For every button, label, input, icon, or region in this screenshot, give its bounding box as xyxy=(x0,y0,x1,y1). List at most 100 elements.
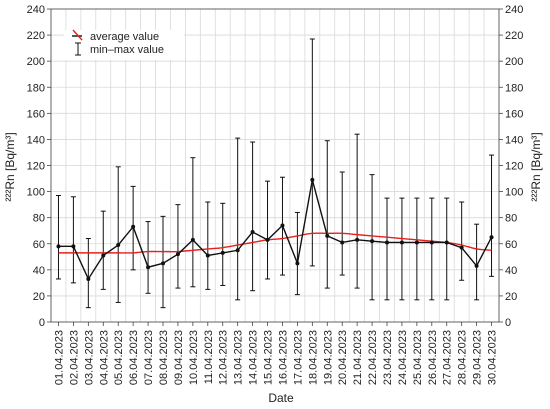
y-tick-label: 100 xyxy=(505,187,523,199)
x-tick-label: 03.04.2023 xyxy=(83,330,95,385)
x-tick-label: 18.04.2023 xyxy=(307,330,319,385)
average-point xyxy=(280,223,285,228)
average-point xyxy=(56,244,61,249)
average-point xyxy=(355,237,360,242)
y-tick-label: 200 xyxy=(505,56,523,68)
x-tick-label: 12.04.2023 xyxy=(218,330,230,385)
average-point xyxy=(414,240,419,245)
average-point xyxy=(131,224,136,229)
average-point xyxy=(235,248,240,253)
x-tick-label: 24.04.2023 xyxy=(397,330,409,385)
x-tick-label: 13.04.2023 xyxy=(233,330,245,385)
x-tick-label: 20.04.2023 xyxy=(337,330,349,385)
average-point xyxy=(310,177,315,182)
x-tick-label: 25.04.2023 xyxy=(412,330,424,385)
x-tick-label: 19.04.2023 xyxy=(322,330,334,385)
y-tick-label: 40 xyxy=(33,265,45,277)
legend: average value min–max value xyxy=(64,29,184,60)
average-point xyxy=(399,240,404,245)
average-point xyxy=(295,261,300,266)
y-tick-label: 20 xyxy=(33,291,45,303)
axes xyxy=(47,8,503,326)
average-point xyxy=(71,244,76,249)
average-point xyxy=(220,250,225,255)
y-tick-label: 240 xyxy=(27,4,45,16)
y-tick-label: 180 xyxy=(505,82,523,94)
x-tick-label: 28.04.2023 xyxy=(457,330,469,385)
x-tick-label: 29.04.2023 xyxy=(472,330,484,385)
x-tick-label: 07.04.2023 xyxy=(143,330,155,385)
y-tick-label: 240 xyxy=(505,4,523,16)
y-tick-label: 60 xyxy=(33,239,45,251)
y-tick-label: 100 xyxy=(27,187,45,199)
plot-frame xyxy=(50,8,500,323)
x-tick-label: 26.04.2023 xyxy=(427,330,439,385)
x-tick-label: 06.04.2023 xyxy=(128,330,140,385)
average-series xyxy=(56,177,494,281)
y-axis-left-ticks: 0 20 40 60 80 100 120 140 160 180 200 220 240 xyxy=(27,4,45,329)
average-point xyxy=(265,237,270,242)
y-tick-label: 220 xyxy=(505,30,523,42)
y-axis-right-ticks: 0 20 40 60 80 100 120 140 160 180 200 220 240 xyxy=(505,4,523,329)
x-tick-label: 17.04.2023 xyxy=(292,330,304,385)
legend-minmax-label: min–max value xyxy=(90,44,164,56)
x-tick-label: 11.04.2023 xyxy=(203,330,215,384)
y-tick-label: 0 xyxy=(39,317,45,329)
average-point xyxy=(385,240,389,245)
average-point xyxy=(146,265,151,270)
y-tick-label: 160 xyxy=(27,108,45,120)
x-tick-label: 30.04.2023 xyxy=(487,330,499,385)
legend-average-symbol-red xyxy=(72,29,83,41)
average-point xyxy=(205,253,210,258)
average-point xyxy=(190,237,195,242)
x-tick-label: 27.04.2023 xyxy=(442,330,454,385)
y-tick-label: 120 xyxy=(505,161,523,173)
x-tick-label: 16.04.2023 xyxy=(277,330,289,385)
average-point xyxy=(429,240,434,245)
average-point xyxy=(459,245,464,250)
y-tick-label: 180 xyxy=(27,82,45,94)
y-tick-label: 140 xyxy=(505,134,523,146)
x-tick-label: 08.04.2023 xyxy=(158,330,170,385)
x-tick-label: 14.04.2023 xyxy=(248,330,260,385)
average-line xyxy=(58,179,493,281)
average-point xyxy=(101,253,106,258)
x-tick-label: 02.04.2023 xyxy=(68,330,80,385)
average-point xyxy=(116,243,121,248)
x-tick-label: 10.04.2023 xyxy=(188,330,200,385)
y-tick-label: 0 xyxy=(505,317,511,329)
y-axis-left-label: ²²²Rn [Bq/m³] xyxy=(3,132,17,201)
x-axis-ticks: 01.04.2023 02.04.2023 03.04.2023 04.04.2023… xyxy=(53,330,498,385)
y-tick-label: 80 xyxy=(33,213,45,225)
y-tick-label: 80 xyxy=(505,213,517,225)
y-tick-label: 20 xyxy=(505,291,517,303)
average-point xyxy=(370,239,375,244)
y-tick-label: 40 xyxy=(505,265,517,277)
y-tick-label: 160 xyxy=(505,108,523,120)
y-tick-label: 220 xyxy=(27,30,45,42)
min-max-whiskers xyxy=(55,38,495,309)
average-point xyxy=(340,240,345,245)
average-point xyxy=(86,276,91,281)
x-tick-label: 04.04.2023 xyxy=(98,330,110,385)
average-point xyxy=(250,230,255,235)
trend-line xyxy=(58,232,492,254)
average-point xyxy=(489,235,494,240)
average-point xyxy=(474,263,479,268)
legend-background xyxy=(64,30,184,60)
legend-average-label: average value xyxy=(90,31,159,43)
y-axis-right-label: ²²²Rn [Bq/m³] xyxy=(529,132,543,201)
x-tick-label: 05.04.2023 xyxy=(113,330,125,385)
average-point xyxy=(161,261,165,266)
y-tick-label: 120 xyxy=(27,161,45,173)
y-tick-label: 140 xyxy=(27,134,45,146)
y-tick-label: 200 xyxy=(27,56,45,68)
x-tick-label: 23.04.2023 xyxy=(382,330,394,385)
trend-series xyxy=(58,232,492,254)
x-tick-label: 22.04.2023 xyxy=(367,330,379,385)
average-point xyxy=(444,240,449,245)
x-tick-label: 21.04.2023 xyxy=(352,330,364,385)
average-point xyxy=(325,233,330,238)
x-tick-label: 15.04.2023 xyxy=(263,330,275,385)
